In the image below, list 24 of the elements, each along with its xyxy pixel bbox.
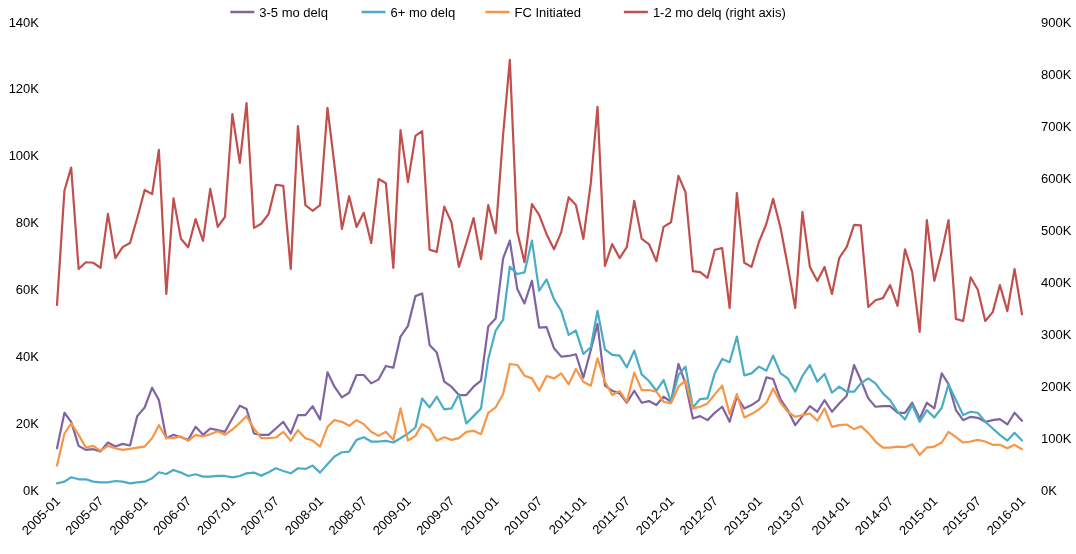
- y-tick-label: 100K: [8, 148, 40, 164]
- y-tick-label: 40K: [15, 348, 40, 364]
- y-tick-label: 120K: [8, 81, 40, 97]
- y2-tick-label: 800K: [1041, 66, 1072, 82]
- legend-label: FC Initiated: [514, 4, 581, 20]
- legend-label: 6+ mo delq: [390, 4, 456, 20]
- y-tick-label: 80K: [15, 215, 40, 231]
- y2-tick-label: 700K: [1041, 118, 1072, 134]
- line-series: [55, 58, 1024, 334]
- y2-tick-label: 600K: [1041, 170, 1072, 186]
- y2-tick-label: 400K: [1041, 274, 1072, 290]
- y-tick-label: 140K: [8, 14, 40, 30]
- y-tick-label: 20K: [15, 415, 40, 431]
- y2-tick-label: 300K: [1041, 326, 1072, 342]
- y2-tick-label: 900K: [1041, 14, 1072, 30]
- legend-label: 1-2 mo delq (right axis): [652, 4, 786, 20]
- y-tick-label: 60K: [15, 281, 40, 297]
- y2-tick-label: 0K: [1041, 482, 1058, 498]
- line-series: [55, 357, 1024, 467]
- legend-label: 3-5 mo delq: [259, 4, 328, 20]
- y2-tick-label: 500K: [1041, 222, 1072, 238]
- y2-tick-label: 200K: [1041, 378, 1072, 394]
- y-tick-label: 0K: [23, 482, 40, 498]
- y2-tick-label: 100K: [1041, 430, 1072, 446]
